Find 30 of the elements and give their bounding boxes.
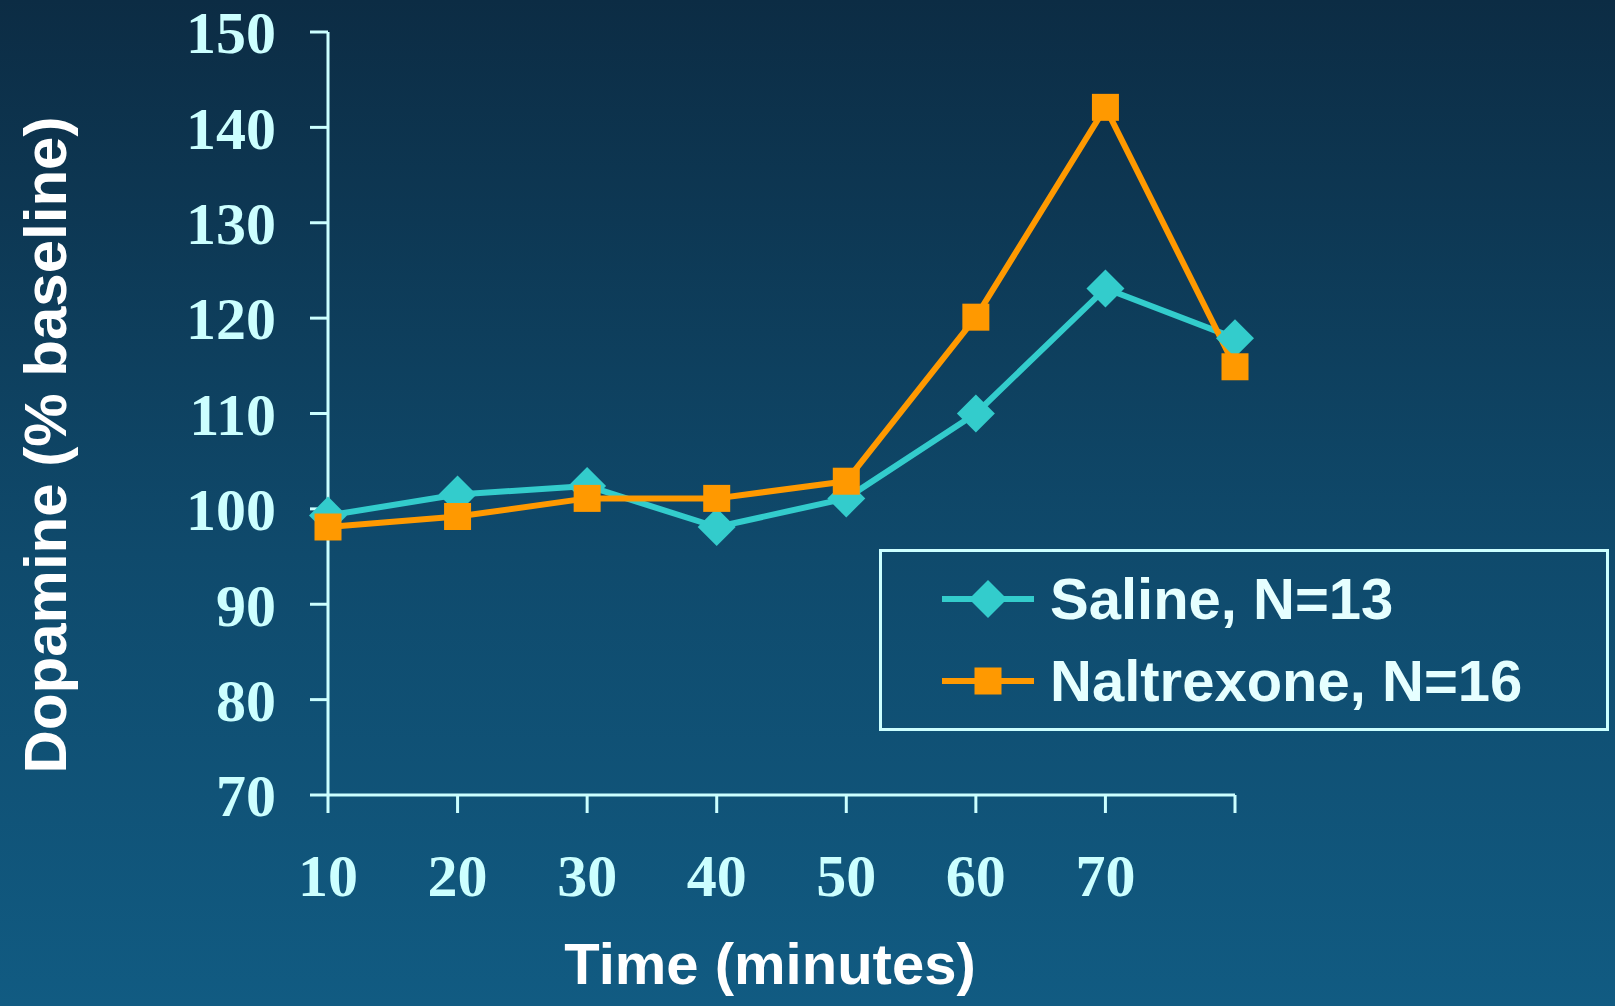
y-tick-label: 70: [216, 763, 276, 830]
x-tick-label: 20: [427, 842, 488, 909]
y-tick-label: 110: [189, 381, 276, 448]
x-tick-label: 70: [1075, 842, 1136, 909]
x-tick-label: 50: [816, 842, 877, 909]
x-tick-label: 40: [686, 842, 747, 909]
x-tick-label: 30: [557, 842, 618, 909]
x-axis-title: Time (minutes): [564, 931, 976, 996]
point: [703, 484, 731, 512]
point: [1091, 93, 1119, 121]
point: [1221, 353, 1249, 381]
x-tick-label: 60: [945, 842, 1006, 909]
legend-label: Saline, N=13: [1050, 566, 1394, 631]
y-tick-label: 100: [186, 477, 276, 544]
y-tick-label: 140: [186, 95, 276, 162]
point: [832, 467, 860, 495]
y-axis-title: Dopamine (% baseline): [12, 116, 79, 774]
x-tick-label: 10: [298, 842, 358, 909]
y-tick-label: 150: [186, 0, 276, 67]
point: [444, 503, 472, 531]
point: [573, 484, 601, 512]
point: [1086, 269, 1125, 308]
y-tick-label: 130: [186, 191, 276, 258]
point: [314, 513, 342, 541]
point: [962, 303, 990, 331]
legend-label: Naltrexone, N=16: [1050, 648, 1523, 713]
y-tick-label: 80: [216, 667, 276, 734]
y-tick-label: 90: [216, 572, 276, 639]
point: [956, 394, 995, 433]
y-tick-label: 120: [186, 286, 276, 353]
